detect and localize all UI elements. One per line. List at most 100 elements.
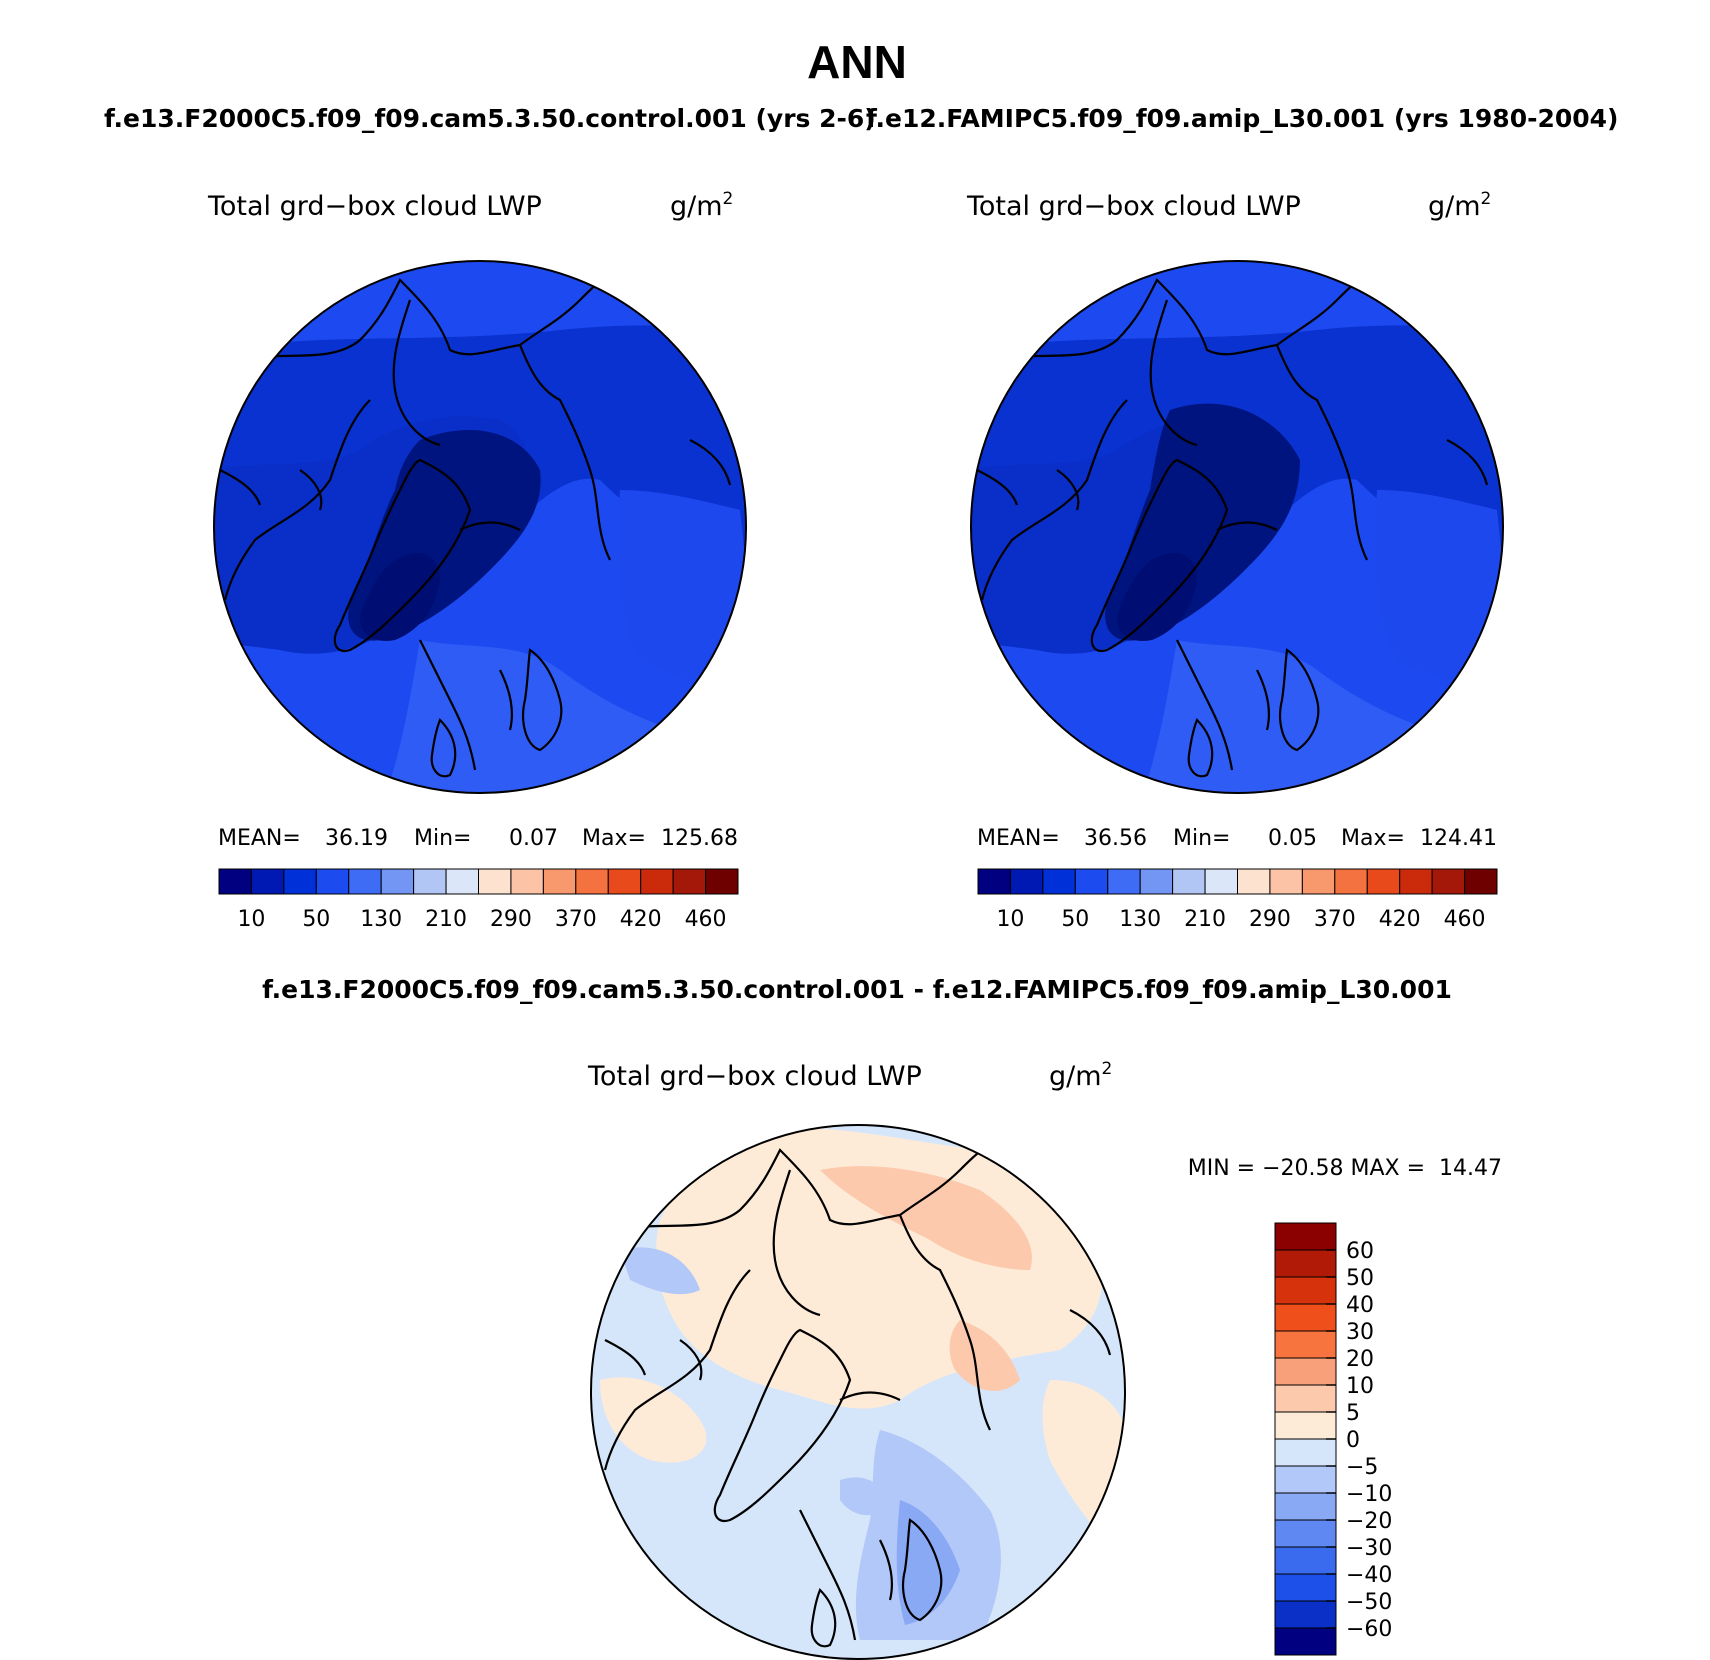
panel1-mean-label: MEAN= <box>218 826 301 851</box>
panel1-units-exp: 2 <box>723 189 734 209</box>
panel2-variable-label: Total grd−box cloud LWP <box>966 191 1301 222</box>
panel2-max-value: 124.41 <box>1420 826 1497 851</box>
panel1-min-label: Min= <box>414 826 471 851</box>
panel1-units: g/m2 <box>670 189 733 222</box>
diff-colorbar-swatch-10 <box>1274 1492 1337 1521</box>
panel1-colorbar-swatch-14 <box>672 868 707 895</box>
panel1-colorbar-swatch-6 <box>413 868 447 895</box>
panel1-colorbar-swatch-4 <box>348 868 382 895</box>
case2-subtitle: f.e12.FAMIPC5.f09_f09.amip_L30.001 (yrs … <box>866 104 1618 133</box>
panel1-max-label: Max= <box>582 826 646 851</box>
panel2-colorbar-tick-label: 460 <box>1444 907 1486 932</box>
diff-colorbar-tick-label: −50 <box>1346 1590 1392 1615</box>
diff-variable-label: Total grd−box cloud LWP <box>587 1061 922 1092</box>
panel2-colorbar-tick-label: 290 <box>1249 907 1291 932</box>
panel1-colorbar: 10 50 130 210 290 370 420 460 <box>218 868 739 932</box>
panel1-colorbar-swatch-10 <box>542 868 577 895</box>
diff-colorbar-swatch-7 <box>1274 1411 1337 1440</box>
diff-colorbar-tick-label: 50 <box>1346 1266 1374 1291</box>
diff-min-max: MIN = −20.58 MAX = 14.47 <box>1188 1156 1502 1181</box>
panel2-coastlines <box>976 274 1489 778</box>
panel1-colorbar-swatch-0 <box>218 868 252 895</box>
diff-colorbar-swatch-3 <box>1274 1303 1337 1332</box>
diff-colorbar-swatch-4 <box>1274 1330 1337 1359</box>
diff-units-exp: 2 <box>1102 1059 1113 1079</box>
panel2-units-exp: 2 <box>1481 189 1492 209</box>
diff-colorbar-swatch-6 <box>1274 1384 1337 1413</box>
panel1-units-base: g/m <box>670 191 723 222</box>
panel2-colorbar-tick-label: 210 <box>1184 907 1226 932</box>
panel1-map-fill <box>214 261 746 793</box>
diff-colorbar-swatch-8 <box>1274 1438 1337 1467</box>
diff-map-fill <box>591 1125 1125 1659</box>
panel1-colorbar-swatch-8 <box>478 868 512 895</box>
panel2-colorbar-swatch-7 <box>1204 868 1238 895</box>
panel2-colorbar-tick-label: 10 <box>996 907 1024 932</box>
diff-colorbar-tick-label: 60 <box>1346 1239 1374 1264</box>
panel1-colorbar-tick-label: 420 <box>620 907 662 932</box>
diff-colorbar-swatch-5 <box>1274 1357 1337 1386</box>
panel2-units-base: g/m <box>1428 191 1481 222</box>
diff-colorbar-tick-label: −30 <box>1346 1536 1392 1561</box>
diff-colorbar-tick-label: 40 <box>1346 1293 1374 1318</box>
panel2-colorbar-swatch-14 <box>1431 868 1466 895</box>
panel1-colorbar-swatch-15 <box>705 868 739 895</box>
diff-colorbar-tick-label: 5 <box>1346 1401 1360 1426</box>
diff-map-border <box>590 1124 1126 1660</box>
diff-colorbar-tick-label: 0 <box>1346 1428 1360 1453</box>
panel1-colorbar-swatch-7 <box>445 868 479 895</box>
panel2-colorbar-swatch-8 <box>1237 868 1271 895</box>
panel1-map-border <box>213 260 747 794</box>
panel1-colorbar-swatch-13 <box>640 868 674 895</box>
panel2-colorbar-tick-label: 420 <box>1379 907 1421 932</box>
panel1-colorbar-swatch-12 <box>607 868 642 895</box>
panel2-min-value: 0.05 <box>1268 826 1317 851</box>
panel1-colorbar-swatch-2 <box>283 868 317 895</box>
diff-units-base: g/m <box>1049 1061 1102 1092</box>
panel1-colorbar-tick-label: 370 <box>555 907 597 932</box>
panel2-min-label: Min= <box>1173 826 1230 851</box>
panel1-mean-value: 36.19 <box>325 826 388 851</box>
panel1-colorbar-tick-label: 290 <box>490 907 532 932</box>
panel-model-map: Total grd−box cloud LWP g/m2 <box>207 189 747 932</box>
panel2-map-border <box>970 260 1504 794</box>
panel1-variable-label: Total grd−box cloud LWP <box>207 191 542 222</box>
diff-title: f.e13.F2000C5.f09_f09.cam5.3.50.control.… <box>262 975 1452 1004</box>
panel2-map-fill <box>971 261 1503 793</box>
panel1-colorbar-swatch-3 <box>315 868 350 895</box>
panel2-colorbar-tick-label: 370 <box>1314 907 1356 932</box>
panel2-colorbar-swatch-13 <box>1399 868 1433 895</box>
diff-coastlines <box>603 1144 1112 1648</box>
panel2-colorbar-swatch-10 <box>1301 868 1336 895</box>
diff-colorbar-swatch-9 <box>1274 1465 1337 1494</box>
panel2-colorbar-swatch-15 <box>1464 868 1498 895</box>
diff-colorbar-tick-label: −60 <box>1346 1617 1392 1642</box>
panel2-colorbar-swatch-5 <box>1139 868 1174 895</box>
diff-colorbar-tick-label: 30 <box>1346 1320 1374 1345</box>
panel1-colorbar-swatch-9 <box>510 868 544 895</box>
panel1-colorbar-tick-label: 460 <box>685 907 727 932</box>
panel1-colorbar-tick-label: 130 <box>360 907 402 932</box>
diff-colorbar-tick-label: −20 <box>1346 1509 1392 1534</box>
panel2-colorbar-tick-label: 50 <box>1061 907 1089 932</box>
diff-colorbar-tick-label: 20 <box>1346 1347 1374 1372</box>
panel1-colorbar-tick-label: 50 <box>302 907 330 932</box>
panel2-colorbar-swatch-1 <box>1009 868 1044 895</box>
panel-difference-map: f.e13.F2000C5.f09_f09.cam5.3.50.control.… <box>262 975 1502 1660</box>
diff-colorbar-swatch-2 <box>1274 1276 1337 1305</box>
diff-colorbar-swatch-0 <box>1274 1222 1337 1251</box>
panel2-max-label: Max= <box>1341 826 1405 851</box>
diff-colorbar-swatch-14 <box>1274 1600 1337 1629</box>
diff-colorbar-tick-label: −10 <box>1346 1482 1392 1507</box>
panel1-colorbar-swatch-1 <box>250 868 285 895</box>
diff-colorbar-tick-label: −5 <box>1346 1455 1378 1480</box>
panel2-colorbar-swatch-6 <box>1172 868 1206 895</box>
panel2-colorbar-swatch-0 <box>977 868 1011 895</box>
diff-colorbar-swatch-11 <box>1274 1519 1337 1548</box>
diff-colorbar-swatch-1 <box>1274 1249 1337 1278</box>
panel1-colorbar-tick-label: 210 <box>425 907 467 932</box>
panel1-colorbar-tick-label: 10 <box>237 907 265 932</box>
diff-colorbar-swatch-15 <box>1274 1627 1337 1656</box>
